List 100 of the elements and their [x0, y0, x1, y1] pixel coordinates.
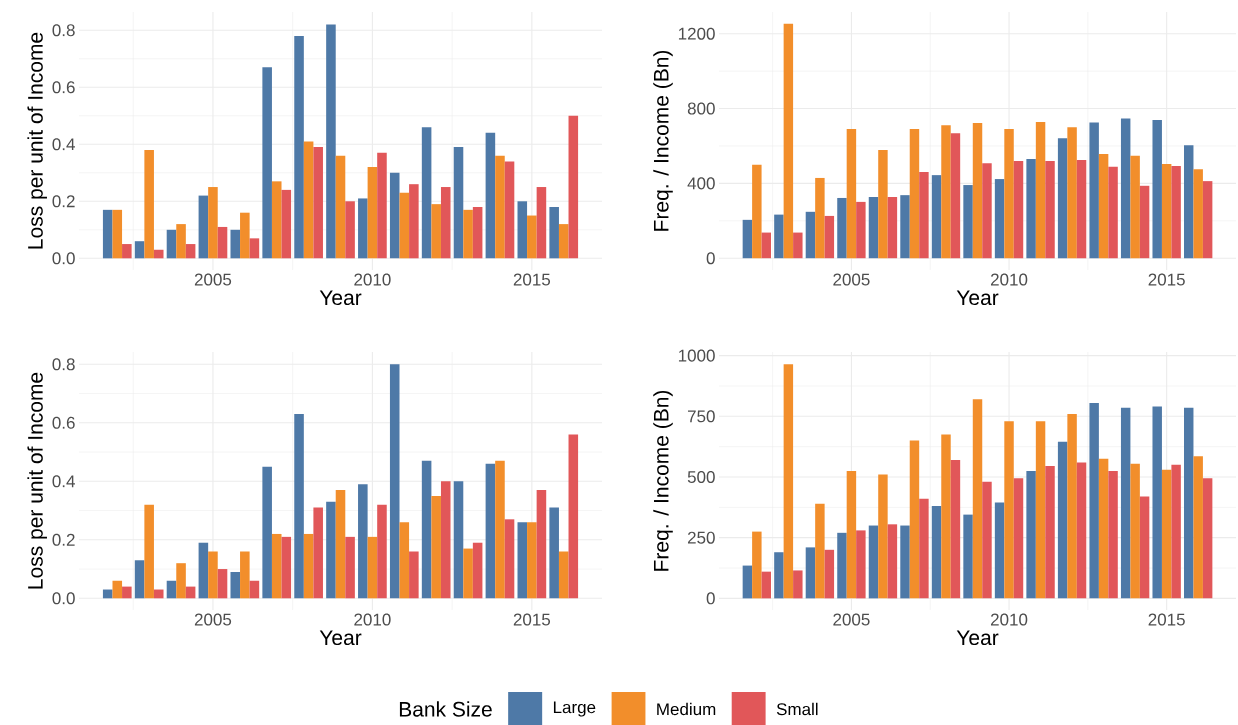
bar [1152, 119, 1162, 259]
bar [1089, 402, 1099, 599]
bar [303, 533, 314, 599]
bar [846, 470, 857, 599]
bar [1067, 413, 1077, 599]
x-tick-label: 2015 [513, 273, 551, 286]
bar [1076, 159, 1087, 259]
bar [122, 586, 132, 599]
bar [824, 549, 835, 599]
bar [783, 23, 794, 259]
bar [249, 238, 260, 259]
bar [941, 434, 951, 599]
bar [399, 522, 410, 599]
bar [166, 580, 177, 599]
bar [887, 524, 898, 599]
bar [495, 460, 505, 599]
bar [122, 244, 132, 259]
bar [1161, 469, 1172, 599]
bar [313, 147, 323, 259]
bar [472, 542, 483, 599]
bar [144, 504, 154, 599]
bar [1057, 441, 1068, 599]
bar [358, 484, 368, 599]
bar [931, 175, 942, 259]
bar [389, 172, 400, 259]
bar [815, 177, 825, 259]
bar [536, 490, 547, 599]
bar [230, 229, 241, 259]
bar [909, 129, 920, 259]
bar [389, 364, 400, 599]
bar [878, 474, 888, 599]
y-axis-title: Loss per unit of Income [27, 32, 47, 249]
bar [919, 171, 929, 259]
bar [1035, 421, 1046, 599]
bar [377, 504, 387, 599]
bar [504, 161, 515, 259]
bar [453, 481, 464, 599]
bar [1130, 463, 1140, 599]
y-tick-label: 0 [706, 252, 715, 265]
bar [230, 571, 241, 599]
bar [972, 123, 983, 259]
bar [805, 211, 816, 259]
bar [752, 531, 762, 599]
bar [1045, 161, 1055, 259]
bar [208, 187, 218, 259]
bar [931, 506, 942, 599]
bar [837, 197, 847, 259]
x-tick-label: 2010 [990, 273, 1028, 286]
bar [941, 125, 951, 259]
bar [153, 589, 164, 599]
x-axis-title: Year [956, 630, 999, 646]
legend-label: Large [553, 701, 596, 717]
bar [1139, 496, 1150, 599]
bar [1161, 163, 1172, 259]
bar [399, 192, 410, 259]
bar [409, 551, 419, 599]
bar [1152, 406, 1162, 599]
y-tick-label: 0.0 [52, 252, 75, 265]
y-tick-label: 0.4 [52, 475, 75, 488]
x-tick-label: 2005 [194, 613, 232, 626]
bar [176, 224, 186, 259]
bar [783, 364, 794, 599]
bar [1098, 153, 1109, 259]
y-tick-label: 750 [687, 410, 715, 423]
bar [198, 195, 209, 259]
bar [742, 565, 753, 599]
bar [761, 571, 772, 599]
bar [558, 551, 569, 599]
bar [1120, 407, 1131, 599]
bar [281, 536, 292, 599]
y-tick-label: 0.6 [52, 81, 75, 94]
bar [262, 466, 272, 599]
bar [440, 481, 451, 599]
bar [1067, 127, 1077, 259]
bar [963, 185, 973, 259]
bar [1035, 122, 1046, 259]
bar [367, 536, 378, 599]
bar [134, 241, 145, 259]
bar [742, 219, 753, 259]
bar [485, 463, 496, 599]
bar [240, 551, 250, 599]
bar [112, 209, 123, 259]
y-tick-label: 0.0 [52, 592, 75, 605]
bar [326, 24, 336, 259]
bar [1171, 165, 1181, 259]
legend-label: Small [776, 702, 818, 716]
y-tick-label: 400 [687, 177, 715, 190]
bar [1026, 470, 1036, 599]
bar [495, 155, 505, 259]
bar [240, 212, 250, 259]
bar [846, 129, 857, 259]
y-tick-label: 800 [687, 102, 715, 115]
x-tick-label: 2005 [833, 273, 870, 286]
bar [1089, 122, 1099, 259]
legend-label: Medium [657, 702, 716, 716]
legend-title: Bank Size [399, 701, 492, 717]
bar [335, 155, 346, 259]
bar [345, 201, 355, 259]
bar [793, 232, 803, 259]
bar [1193, 169, 1203, 259]
